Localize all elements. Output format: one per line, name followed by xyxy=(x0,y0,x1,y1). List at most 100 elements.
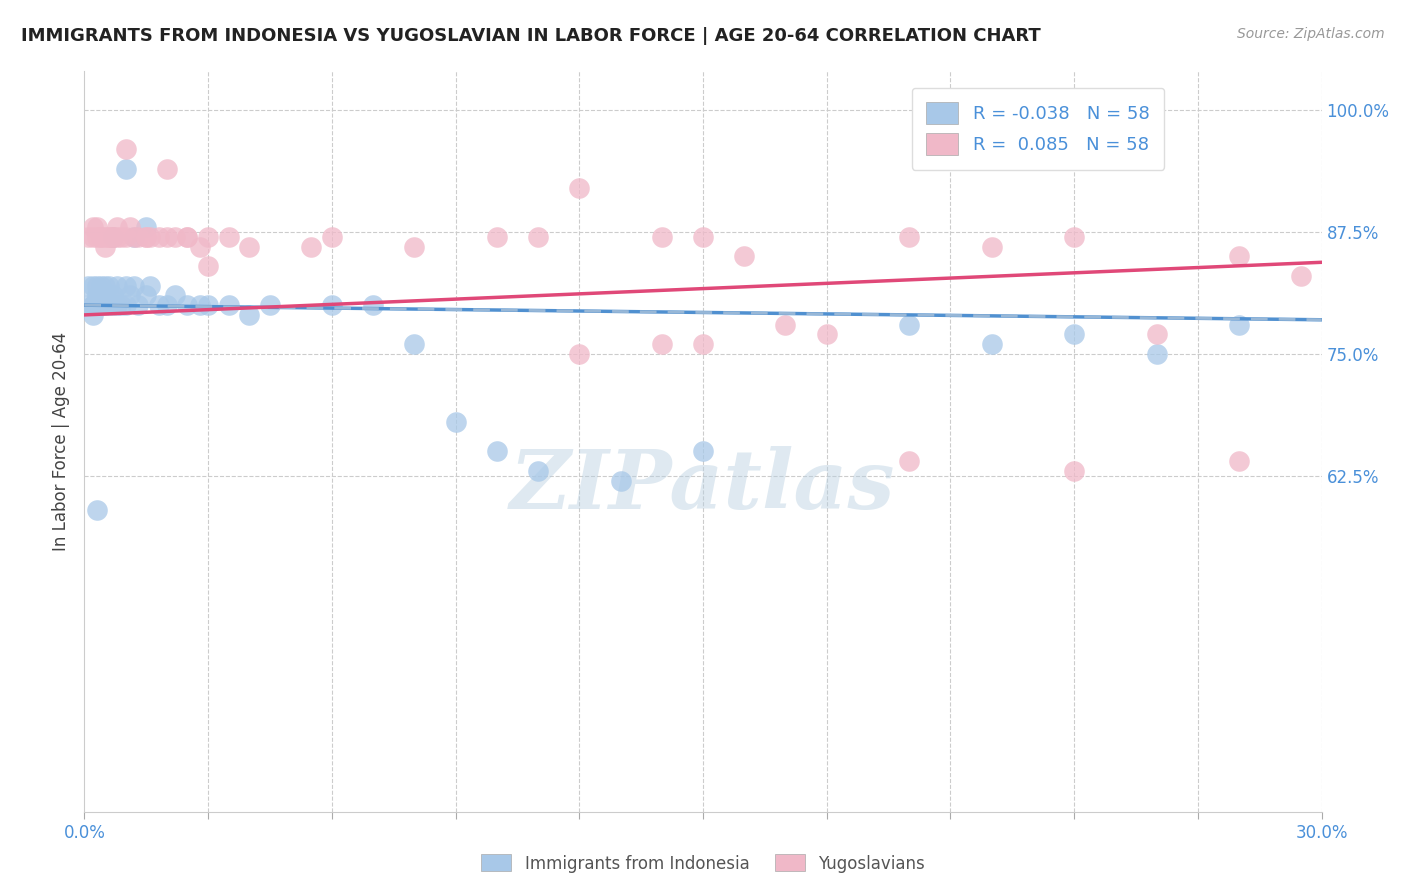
Point xyxy=(1227,250,1250,264)
Legend: Immigrants from Indonesia, Yugoslavians: Immigrants from Indonesia, Yugoslavians xyxy=(475,847,931,880)
Point xyxy=(238,308,260,322)
Point xyxy=(114,278,136,293)
Point xyxy=(139,230,162,244)
Point xyxy=(110,230,132,244)
Point xyxy=(127,230,149,244)
Point xyxy=(148,230,170,244)
Point xyxy=(98,288,121,302)
Point xyxy=(404,240,426,254)
Text: IMMIGRANTS FROM INDONESIA VS YUGOSLAVIAN IN LABOR FORCE | AGE 20-64 CORRELATION : IMMIGRANTS FROM INDONESIA VS YUGOSLAVIAN… xyxy=(21,27,1040,45)
Point xyxy=(82,278,104,293)
Point xyxy=(135,220,157,235)
Point xyxy=(139,278,162,293)
Point xyxy=(651,230,673,244)
Point xyxy=(82,220,104,235)
Point xyxy=(127,298,149,312)
Point xyxy=(103,230,125,244)
Point xyxy=(156,161,179,176)
Point xyxy=(77,230,100,244)
Point xyxy=(321,298,343,312)
Point xyxy=(980,337,1002,351)
Point xyxy=(898,230,921,244)
Point xyxy=(898,454,921,468)
Point xyxy=(98,230,121,244)
Point xyxy=(105,230,128,244)
Legend: R = -0.038   N = 58, R =  0.085   N = 58: R = -0.038 N = 58, R = 0.085 N = 58 xyxy=(911,87,1164,169)
Point xyxy=(86,220,108,235)
Text: ZIPatlas: ZIPatlas xyxy=(510,446,896,526)
Point xyxy=(898,318,921,332)
Point xyxy=(259,298,281,312)
Point xyxy=(733,250,755,264)
Point xyxy=(98,230,121,244)
Point xyxy=(90,298,112,312)
Point xyxy=(815,327,838,342)
Point xyxy=(94,240,117,254)
Point xyxy=(122,278,145,293)
Point xyxy=(90,298,112,312)
Point xyxy=(86,298,108,312)
Point xyxy=(651,337,673,351)
Point xyxy=(404,337,426,351)
Point xyxy=(156,298,179,312)
Point xyxy=(82,230,104,244)
Point xyxy=(218,298,240,312)
Point xyxy=(82,298,104,312)
Point xyxy=(82,308,104,322)
Point xyxy=(94,278,117,293)
Point xyxy=(156,230,179,244)
Point xyxy=(197,259,219,273)
Point xyxy=(188,298,211,312)
Point xyxy=(692,230,714,244)
Point xyxy=(176,230,198,244)
Point xyxy=(980,240,1002,254)
Point xyxy=(82,298,104,312)
Point xyxy=(692,337,714,351)
Point xyxy=(90,230,112,244)
Point xyxy=(485,230,508,244)
Point xyxy=(135,288,157,302)
Point xyxy=(105,220,128,235)
Point xyxy=(1289,268,1312,283)
Point xyxy=(77,298,100,312)
Point xyxy=(135,230,157,244)
Point xyxy=(86,278,108,293)
Point xyxy=(176,230,198,244)
Point xyxy=(1227,318,1250,332)
Point xyxy=(692,444,714,458)
Point xyxy=(105,278,128,293)
Point xyxy=(103,230,125,244)
Point xyxy=(527,230,550,244)
Point xyxy=(103,230,125,244)
Point xyxy=(98,278,121,293)
Point xyxy=(114,230,136,244)
Point xyxy=(103,288,125,302)
Point xyxy=(118,220,141,235)
Point xyxy=(775,318,797,332)
Point xyxy=(94,298,117,312)
Point xyxy=(103,298,125,312)
Point xyxy=(86,502,108,516)
Text: Source: ZipAtlas.com: Source: ZipAtlas.com xyxy=(1237,27,1385,41)
Point xyxy=(197,298,219,312)
Point xyxy=(122,230,145,244)
Point xyxy=(176,298,198,312)
Point xyxy=(361,298,384,312)
Point xyxy=(238,240,260,254)
Point xyxy=(122,230,145,244)
Point xyxy=(94,230,117,244)
Point xyxy=(118,288,141,302)
Point xyxy=(197,230,219,244)
Point xyxy=(1063,327,1085,342)
Point xyxy=(218,230,240,244)
Point xyxy=(1227,454,1250,468)
Point xyxy=(94,298,117,312)
Point xyxy=(110,298,132,312)
Point xyxy=(568,347,591,361)
Point xyxy=(86,230,108,244)
Point xyxy=(148,298,170,312)
Point xyxy=(114,142,136,156)
Point xyxy=(105,298,128,312)
Point xyxy=(1146,327,1168,342)
Point xyxy=(527,464,550,478)
